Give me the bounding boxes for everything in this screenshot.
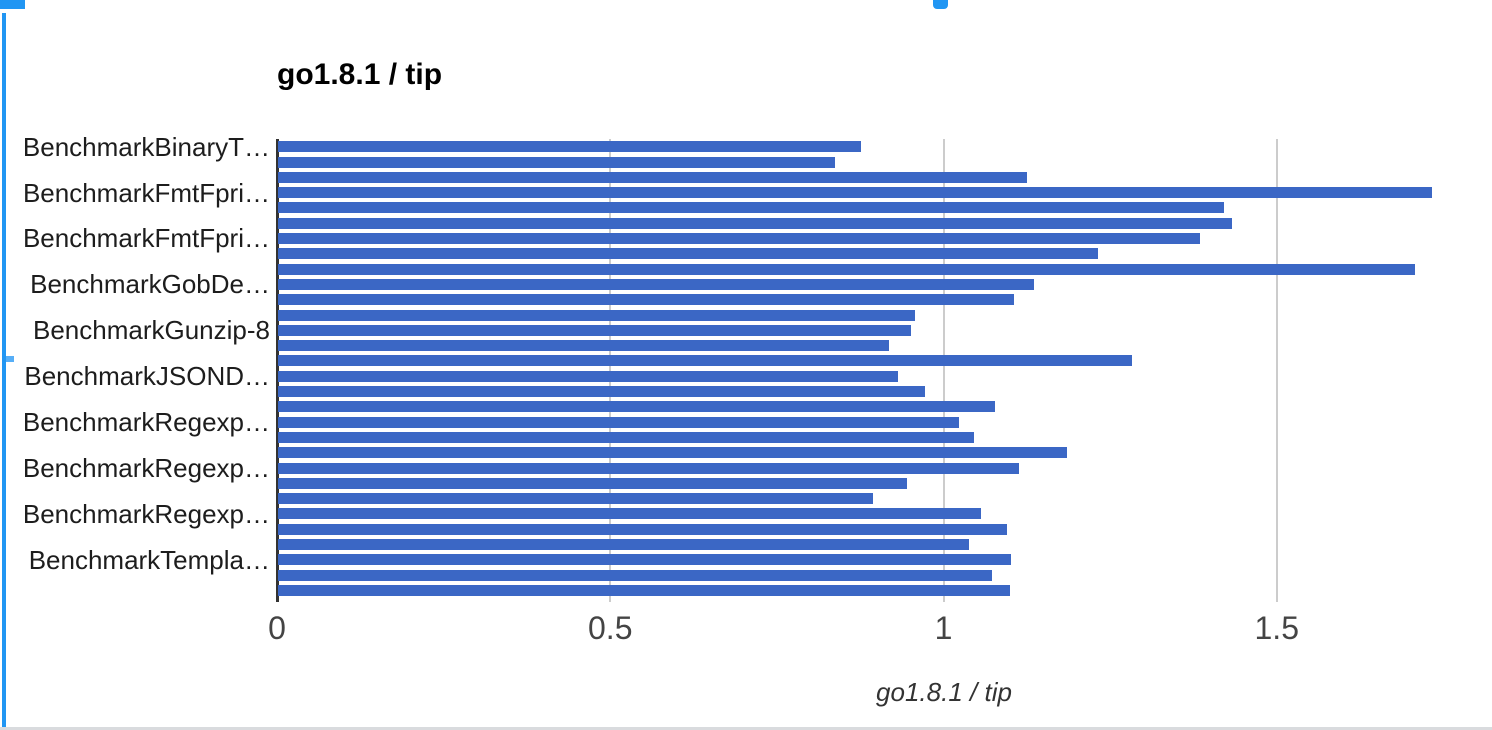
y-axis-label: BenchmarkRegexp… bbox=[22, 452, 270, 483]
bar[interactable] bbox=[278, 477, 908, 489]
bar[interactable] bbox=[278, 294, 1014, 306]
bar[interactable] bbox=[278, 248, 1098, 260]
gridline-x-0.5 bbox=[609, 139, 612, 602]
x-tick-label-0: 0 bbox=[268, 610, 286, 646]
bar[interactable] bbox=[278, 187, 1432, 199]
bar[interactable] bbox=[278, 171, 1028, 183]
bar[interactable] bbox=[278, 233, 1201, 244]
bar[interactable] bbox=[278, 217, 1232, 229]
bar[interactable] bbox=[278, 309, 916, 321]
bar[interactable] bbox=[278, 278, 1035, 290]
y-axis-label: BenchmarkJSOND… bbox=[24, 361, 270, 392]
bar[interactable] bbox=[278, 386, 926, 397]
bar[interactable] bbox=[278, 584, 1010, 596]
y-axis-label: BenchmarkGobDe… bbox=[30, 269, 270, 300]
x-tick-label-1.5: 1.5 bbox=[1254, 610, 1299, 646]
y-axis-label: BenchmarkRegexp… bbox=[22, 407, 270, 438]
bar[interactable] bbox=[278, 508, 982, 520]
gridline-x-1.5 bbox=[1275, 139, 1278, 602]
y-axis-label: BenchmarkRegexp… bbox=[22, 498, 270, 529]
bar[interactable] bbox=[278, 493, 874, 505]
x-axis-title: go1.8.1 / tip bbox=[876, 677, 1012, 707]
bar[interactable] bbox=[278, 202, 1224, 214]
window-left-edge-handle[interactable] bbox=[6, 356, 14, 362]
y-axis-label: BenchmarkGunzip-8 bbox=[33, 315, 270, 346]
bar[interactable] bbox=[278, 447, 1068, 459]
y-axis-label: BenchmarkTempla… bbox=[28, 544, 270, 575]
bar[interactable] bbox=[278, 340, 890, 352]
bar[interactable] bbox=[278, 554, 1012, 566]
bar[interactable] bbox=[278, 355, 1132, 367]
bar[interactable] bbox=[278, 324, 912, 336]
y-axis-label: BenchmarkFmtFpri… bbox=[22, 223, 270, 254]
chart-title: go1.8.1 / tip bbox=[277, 58, 443, 91]
bar[interactable] bbox=[278, 263, 1416, 275]
bar[interactable] bbox=[278, 416, 960, 428]
y-axis-label: BenchmarkFmtFpri… bbox=[22, 177, 270, 208]
x-tick-label-0.5: 0.5 bbox=[588, 610, 633, 646]
window-left-edge bbox=[2, 13, 6, 727]
gridline-x-1 bbox=[942, 139, 945, 602]
bar[interactable] bbox=[278, 523, 1008, 535]
bar[interactable] bbox=[278, 539, 970, 550]
window-edge-marker-topleft bbox=[0, 0, 25, 9]
x-tick-label-1: 1 bbox=[934, 610, 953, 646]
bar[interactable] bbox=[278, 462, 1020, 474]
bar[interactable] bbox=[278, 401, 996, 413]
window-bottom-edge bbox=[0, 727, 1492, 730]
bar[interactable] bbox=[278, 569, 993, 581]
bar[interactable] bbox=[278, 431, 975, 443]
bar[interactable] bbox=[278, 370, 898, 382]
bar[interactable] bbox=[278, 156, 835, 168]
y-axis-baseline bbox=[276, 139, 279, 602]
bar[interactable] bbox=[278, 141, 862, 153]
window-edge-marker-top bbox=[933, 0, 948, 9]
y-axis-label: BenchmarkBinaryT… bbox=[22, 131, 270, 162]
